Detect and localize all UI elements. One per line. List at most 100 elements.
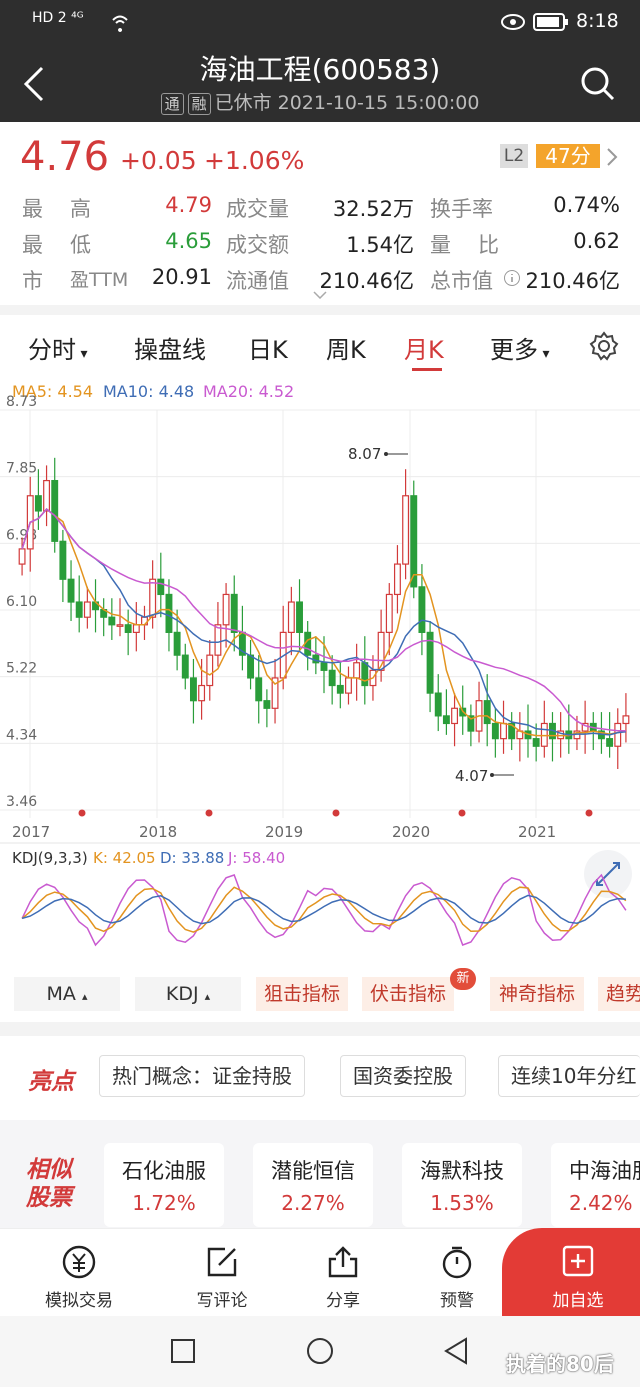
write-comment-button[interactable]: 写评论 bbox=[196, 1291, 248, 1311]
candle-body bbox=[622, 715, 630, 725]
candle-body bbox=[83, 601, 91, 618]
stat-label-low-b: 低 bbox=[70, 233, 91, 257]
alert-button[interactable]: 预警 bbox=[440, 1291, 474, 1311]
stat-low: 4.65 bbox=[165, 229, 212, 253]
candle-body bbox=[108, 616, 116, 626]
candle-body bbox=[173, 631, 181, 656]
y-axis-labels: 8.737.856.986.105.224.343.46 bbox=[6, 394, 37, 810]
stat-volume-ratio: 0.62 bbox=[573, 229, 620, 253]
candle-body bbox=[491, 722, 499, 740]
candle-body bbox=[189, 677, 197, 702]
simulate-trade-button[interactable]: 模拟交易 bbox=[45, 1291, 113, 1311]
candle-body bbox=[426, 631, 434, 694]
stat-label-pe-a: 市 bbox=[22, 269, 43, 293]
watermark: 执着的80后 bbox=[506, 1352, 614, 1376]
candle-body bbox=[606, 738, 614, 747]
stat-label-ratio-a: 量 bbox=[430, 233, 451, 257]
home-icon[interactable] bbox=[305, 1336, 335, 1366]
soe-chip[interactable]: 国资委控股 bbox=[340, 1055, 466, 1097]
event-dot bbox=[458, 809, 466, 817]
chevron-right-icon[interactable] bbox=[606, 147, 618, 167]
expand-chevron-icon[interactable] bbox=[313, 291, 327, 299]
similar-label-1: 相似 bbox=[26, 1157, 72, 1183]
candle-body bbox=[467, 715, 475, 732]
ambush-indicator-button[interactable]: 伏击指标 bbox=[362, 977, 454, 1011]
similar-stock-card[interactable]: 石化油服 1.72% bbox=[104, 1143, 224, 1227]
price-change: +0.05 bbox=[120, 146, 197, 175]
similar-stock-card[interactable]: 潜能恒信 2.27% bbox=[253, 1143, 373, 1227]
kline-chart[interactable]: MA5: 4.54 MA10: 4.48 MA20: 4.52 8.73 7.85… bbox=[0, 380, 640, 960]
candle-body bbox=[451, 707, 459, 725]
candle-body bbox=[67, 578, 75, 603]
stat-turnover: 0.74% bbox=[553, 193, 620, 217]
ma10-line bbox=[21, 508, 626, 736]
candle-body bbox=[165, 593, 173, 633]
back-arrow-icon[interactable] bbox=[22, 66, 48, 102]
candle-body bbox=[132, 624, 140, 633]
candle-body bbox=[581, 722, 589, 732]
sniper-indicator-button[interactable]: 狙击指标 bbox=[256, 977, 348, 1011]
share-button[interactable]: 分享 bbox=[326, 1291, 360, 1311]
candle-body bbox=[51, 479, 59, 542]
tab-weekly-k[interactable]: 周K bbox=[326, 336, 366, 364]
stat-label-turnover: 换手率 bbox=[430, 197, 493, 221]
back-icon[interactable] bbox=[442, 1336, 470, 1366]
ma5-legend: MA5: 4.54 bbox=[12, 382, 93, 401]
kdj-j: J: 58.40 bbox=[227, 849, 285, 867]
tab-monthly-k[interactable]: 月K bbox=[404, 336, 444, 364]
ma-selector[interactable]: MA ▴ bbox=[14, 977, 120, 1011]
kdj-selector[interactable]: KDJ ▴ bbox=[135, 977, 241, 1011]
l2-badge[interactable]: L2 bbox=[500, 144, 528, 168]
x-tick-label: 2017 bbox=[12, 823, 50, 841]
score-badge[interactable]: 47分 bbox=[536, 144, 600, 168]
tab-more[interactable]: 更多 ▾ bbox=[490, 336, 550, 364]
info-icon[interactable] bbox=[503, 269, 521, 287]
tag-tong: 通 bbox=[160, 93, 184, 115]
tab-daily-k[interactable]: 日K bbox=[248, 336, 288, 364]
concept-chip[interactable]: 热门概念：证金持股 bbox=[99, 1055, 305, 1097]
recent-apps-icon[interactable] bbox=[170, 1338, 196, 1364]
x-tick-label: 2021 bbox=[518, 823, 556, 841]
magic-indicator-button[interactable]: 神奇指标 bbox=[490, 977, 584, 1011]
stat-label-pe-b: 盈TTM bbox=[70, 269, 129, 291]
event-dot bbox=[78, 809, 86, 817]
kdj-lines bbox=[21, 873, 627, 947]
system-nav-bar bbox=[0, 1316, 640, 1387]
ma5-line bbox=[21, 508, 627, 737]
candle-body bbox=[614, 722, 622, 747]
candle-body bbox=[361, 662, 369, 687]
share-icon bbox=[328, 1246, 358, 1278]
stat-float-cap: 210.46亿 bbox=[319, 269, 414, 293]
stat-label-total-cap: 总市值 bbox=[430, 269, 493, 293]
y-tick-label: 8.73 bbox=[6, 394, 37, 410]
candle-body bbox=[59, 540, 67, 580]
candle-body bbox=[124, 624, 132, 633]
y-tick-label: 3.46 bbox=[6, 794, 37, 810]
tab-intraday[interactable]: 分时 ▾ bbox=[28, 336, 88, 364]
search-icon[interactable] bbox=[580, 66, 616, 102]
add-watchlist-button[interactable]: 加自选 bbox=[552, 1291, 604, 1311]
stat-label-float-cap: 流通值 bbox=[226, 269, 289, 293]
settings-gear-icon[interactable] bbox=[588, 330, 620, 362]
add-watchlist-icon bbox=[562, 1245, 594, 1277]
ma-lines bbox=[21, 508, 627, 737]
candle-body bbox=[418, 586, 426, 633]
stat-label-amount: 成交额 bbox=[226, 233, 289, 257]
kdj-k-line bbox=[21, 886, 627, 933]
top-bar: HD 2 ⁴ᴳ 8:18 海油工程(600583) 通融已休市 2021-10-… bbox=[0, 0, 640, 122]
tag-rong: 融 bbox=[187, 93, 211, 115]
trend-indicator-button[interactable]: 趋势 bbox=[598, 977, 640, 1011]
similar-stock-name: 潜能恒信 bbox=[271, 1159, 355, 1183]
expand-button[interactable] bbox=[584, 850, 632, 898]
dividend-chip[interactable]: 连续10年分红 bbox=[498, 1055, 640, 1097]
stat-high: 4.79 bbox=[165, 193, 212, 217]
signal-status: HD 2 ⁴ᴳ bbox=[32, 10, 84, 26]
similar-stock-card[interactable]: 海默科技 1.53% bbox=[402, 1143, 522, 1227]
candle-body bbox=[18, 548, 26, 565]
similar-stock-card[interactable]: 中海油服 2.42% bbox=[551, 1143, 640, 1227]
similar-label-2: 股票 bbox=[26, 1185, 72, 1211]
candle-body bbox=[353, 662, 361, 679]
stat-label-volume: 成交量 bbox=[226, 197, 289, 221]
price-change-pct: +1.06% bbox=[204, 146, 305, 175]
tab-trading-line[interactable]: 操盘线 bbox=[134, 336, 206, 364]
